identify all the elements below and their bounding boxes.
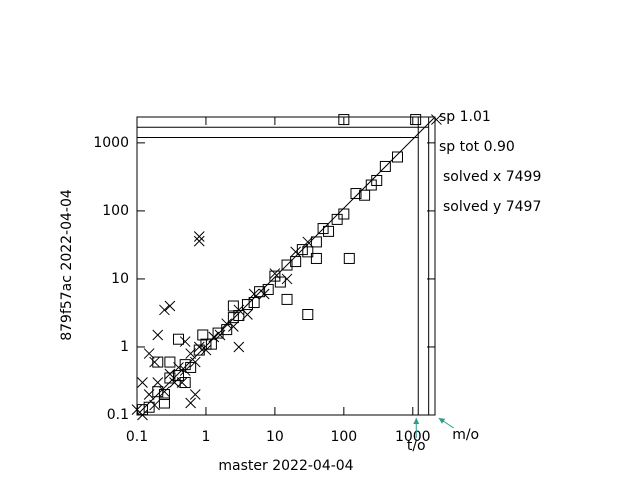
x-point [185,348,197,359]
y-tick-label: 100 [102,203,129,219]
annotation: solved y 7497 [443,199,541,215]
square-point [164,372,176,384]
x-tick-label: 1000 [395,429,431,445]
x-point [179,365,191,376]
x-point [193,231,205,242]
square-point [143,401,155,413]
square-point [274,276,286,288]
x-point [149,399,160,411]
square-point [173,370,185,382]
x-point [281,273,293,285]
x-point [258,288,270,300]
square-point [158,389,170,401]
square-point [391,151,403,163]
y-axis-label: 879f57ac 2022-04-04 [59,189,75,341]
x-point [149,356,160,368]
x-point [269,268,281,279]
square-point [173,333,185,345]
x-point [431,114,442,125]
x-tick-label: 100 [330,429,357,445]
square-point [241,299,253,311]
x-point [214,329,226,341]
square-point [281,293,293,305]
x-point [193,341,205,353]
x-point [221,318,233,330]
x-point [143,389,155,400]
y-tick-label: 1000 [93,135,129,151]
timeout-label: t/o [407,438,426,454]
x-point [179,336,191,347]
x-point [242,309,253,320]
square-point [197,329,209,341]
x-point [152,329,164,341]
square-point [338,208,350,220]
x-point [185,397,197,409]
x-axis-label: master 2022-04-04 [218,458,353,474]
square-point [227,300,239,312]
square-point [179,377,191,389]
x-point [164,368,176,380]
x-point [169,377,180,388]
square-point [262,283,274,295]
x-point [193,235,205,247]
square-point [158,397,170,409]
square-point [365,179,377,191]
square-point [221,324,233,336]
arrow [438,417,454,429]
x-point [164,300,176,312]
x-point [176,377,188,388]
x-point [200,344,212,356]
square-point [302,309,314,321]
annotation: sp 1.01 [439,109,491,125]
x-point [173,362,184,373]
x-tick-label: 10 [266,429,284,445]
square-point [338,114,350,126]
square-point [212,327,224,339]
square-point [152,386,164,398]
x-point [290,246,302,258]
x-point [189,389,201,400]
square-point [410,114,422,126]
x-point [248,288,260,300]
diagonal [136,116,436,416]
square-point [254,286,266,298]
x-tick-label: 0.1 [126,429,148,445]
x-point [233,341,245,353]
square-point [379,160,391,172]
square-point [185,361,197,373]
x-point [159,386,170,398]
x-tick-label: 1 [201,429,210,445]
x-point [208,331,220,343]
x-point [137,377,148,388]
annotation: solved x 7499 [443,169,541,185]
x-point [302,236,314,248]
square-point [359,189,371,201]
square-point [164,356,176,368]
square-point [310,236,322,248]
y-tick-label: 0.1 [107,407,129,423]
square-point [310,252,322,264]
x-point [159,304,170,316]
square-point [350,188,362,200]
square-point [323,225,335,237]
plot-frame [136,116,436,416]
x-point [228,321,239,332]
memout-label: m/o [452,427,479,443]
square-point [302,246,314,258]
square-point [248,297,260,309]
square-point [281,259,293,271]
y-tick-label: 1 [120,339,129,355]
y-tick-label: 10 [111,271,129,287]
x-point [137,409,148,421]
square-point [290,256,302,268]
x-point [152,377,164,388]
x-point [143,348,155,359]
square-point [152,356,164,368]
x-point [233,304,245,316]
x-point [189,356,201,368]
annotation: sp tot 0.90 [439,139,515,155]
square-point [343,252,355,264]
